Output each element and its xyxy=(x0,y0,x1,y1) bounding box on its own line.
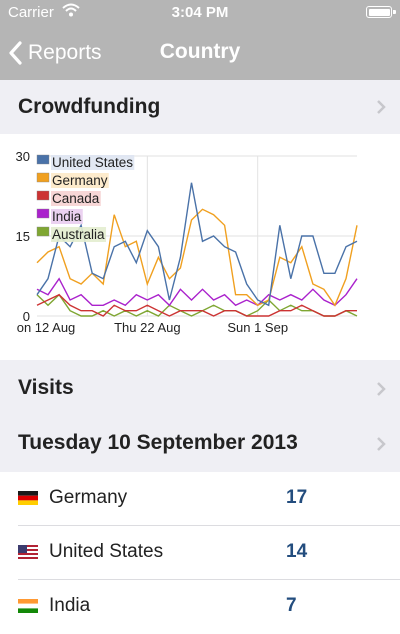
country-count: 17 xyxy=(286,487,308,508)
x-tick-label: on 12 Aug xyxy=(17,320,76,335)
x-tick-label: Sun 1 Sep xyxy=(227,320,288,335)
x-tick-label: Thu 22 Aug xyxy=(114,320,181,335)
series-line xyxy=(36,208,358,307)
legend-label-background xyxy=(51,209,83,224)
page-title: Country xyxy=(159,40,241,63)
legend-swatch xyxy=(36,154,50,165)
legend-label-background xyxy=(51,155,135,170)
back-button[interactable]: Reports xyxy=(8,38,102,68)
legend-label: India xyxy=(52,209,82,224)
country-name: United States xyxy=(49,541,164,562)
legend-swatch xyxy=(36,208,50,219)
legend-label: United States xyxy=(52,155,133,170)
status-time: 3:04 PM xyxy=(171,4,229,21)
legend-label-background xyxy=(51,173,109,188)
carrier-label: Carrier xyxy=(8,4,54,21)
row-divider xyxy=(18,525,400,526)
country-count: 7 xyxy=(286,595,297,616)
visits-row[interactable]: Visits xyxy=(0,361,400,415)
series-line xyxy=(36,293,357,317)
y-tick-label: 30 xyxy=(16,149,30,164)
legend-label: Canada xyxy=(52,191,100,206)
visits-label: Visits xyxy=(18,376,74,399)
country-row-germany[interactable]: Germany 17 xyxy=(0,472,400,526)
chevron-right-icon xyxy=(377,100,386,114)
date-label: Tuesday 10 September 2013 xyxy=(18,431,298,454)
navigation-bar: Reports Country xyxy=(0,26,400,80)
legend-label: Germany xyxy=(52,173,108,188)
y-tick-label: 0 xyxy=(23,309,30,324)
country-row-united-states[interactable]: United States 14 xyxy=(0,526,400,580)
legend-swatch xyxy=(36,226,50,237)
y-tick-label: 15 xyxy=(16,229,30,244)
row-divider xyxy=(18,579,400,580)
us-flag-icon xyxy=(18,545,38,559)
country-row-india[interactable]: India 7 xyxy=(0,580,400,634)
crowdfunding-row[interactable]: Crowdfunding xyxy=(0,80,400,134)
date-row[interactable]: Tuesday 10 September 2013 xyxy=(0,416,400,470)
back-label: Reports xyxy=(28,41,102,64)
series-line xyxy=(36,182,358,307)
crowdfunding-chart-card: 0 15 30 on 12 Aug Thu 22 Aug Sun 1 Sep United … xyxy=(0,134,400,360)
chevron-left-icon xyxy=(9,41,22,65)
wifi-icon xyxy=(62,3,80,21)
legend-label-background xyxy=(51,227,107,242)
country-name: India xyxy=(49,595,91,616)
legend-swatch xyxy=(36,172,50,183)
country-name: Germany xyxy=(49,487,128,508)
crowdfunding-chart: 0 15 30 on 12 Aug Thu 22 Aug Sun 1 Sep United … xyxy=(16,149,358,335)
legend-label: Australia xyxy=(52,227,105,242)
series-line xyxy=(36,293,358,317)
series-line xyxy=(36,277,358,307)
chevron-right-icon xyxy=(377,437,386,451)
legend-label-background xyxy=(51,191,101,206)
india-flag-icon xyxy=(18,599,38,613)
battery-icon xyxy=(366,6,396,18)
country-count: 14 xyxy=(286,541,308,562)
crowdfunding-label: Crowdfunding xyxy=(18,95,161,118)
germany-flag-icon xyxy=(18,491,38,505)
status-bar: Carrier 3:04 PM xyxy=(0,0,400,26)
chevron-right-icon xyxy=(377,382,386,396)
legend-swatch xyxy=(36,190,50,201)
